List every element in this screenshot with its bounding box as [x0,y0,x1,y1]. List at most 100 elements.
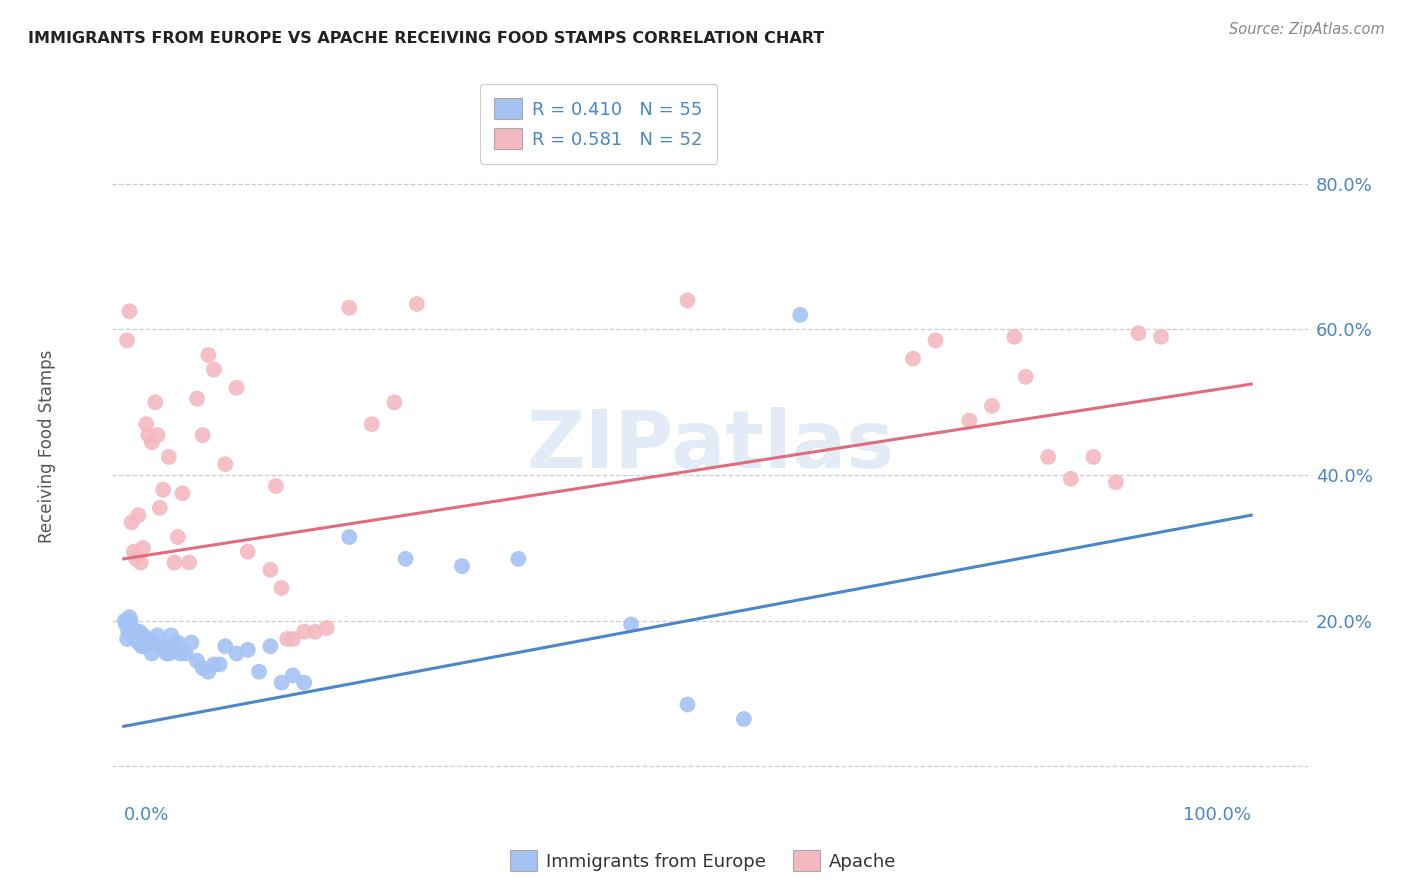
Point [1004,330,1026,344]
Point [191,661,214,675]
Point [121,516,143,530]
Point [141,435,163,450]
Point [924,334,946,348]
Point [121,624,143,639]
Point [127,628,149,642]
Point [202,657,225,672]
Point [118,304,141,318]
Text: IMMIGRANTS FROM EUROPE VS APACHE RECEIVING FOOD STAMPS CORRELATION CHART: IMMIGRANTS FROM EUROPE VS APACHE RECEIVI… [28,31,824,46]
Point [180,635,202,649]
Text: ZIPatlas: ZIPatlas [526,407,894,485]
Point [167,635,190,649]
Point [125,552,148,566]
Point [281,632,304,646]
Point [149,639,172,653]
Point [115,334,138,348]
Point [114,614,136,628]
Text: 0.0%: 0.0% [124,806,169,824]
Point [1015,369,1038,384]
Point [143,395,166,409]
Point [122,544,145,558]
Point [134,632,156,646]
Text: Source: ZipAtlas.com: Source: ZipAtlas.com [1229,22,1385,37]
Point [152,483,174,497]
Point [157,450,180,464]
Point [169,647,191,661]
Point [172,486,194,500]
Point [132,541,155,555]
Point [131,639,153,653]
Point [132,639,155,653]
Point [179,556,201,570]
Point [115,632,138,646]
Point [146,628,169,642]
Point [127,635,149,649]
Point [259,639,281,653]
Point [120,614,142,628]
Point [125,632,148,646]
Point [129,635,152,649]
Point [167,530,190,544]
Point [281,668,304,682]
Point [174,647,197,661]
Point [315,621,337,635]
Point [152,639,174,653]
Point [115,617,138,632]
Point [138,632,160,646]
Point [118,610,141,624]
Point [394,552,416,566]
Point [163,556,186,570]
Point [508,552,530,566]
Point [191,428,214,442]
Point [135,417,157,432]
Point [620,617,643,632]
Point [236,643,259,657]
Point [247,665,270,679]
Point [202,362,225,376]
Point [160,628,183,642]
Legend: Immigrants from Europe, Apache: Immigrants from Europe, Apache [502,843,904,879]
Point [141,647,163,661]
Point [337,530,360,544]
Point [980,399,1002,413]
Point [789,308,811,322]
Point [129,556,152,570]
Point [186,654,208,668]
Point [1038,450,1060,464]
Point [155,647,177,661]
Point [146,428,169,442]
Point [117,624,139,639]
Point [270,581,292,595]
Point [186,392,208,406]
Point [128,624,150,639]
Text: 100.0%: 100.0% [1184,806,1251,824]
Point [901,351,924,366]
Point [197,665,219,679]
Point [157,647,180,661]
Point [270,675,292,690]
Text: Receiving Food Stamps: Receiving Food Stamps [38,350,56,542]
Point [360,417,382,432]
Point [292,675,315,690]
Point [121,621,143,635]
Point [1105,475,1128,490]
Point [382,395,405,409]
Point [304,624,326,639]
Legend: R = 0.410   N = 55, R = 0.581   N = 52: R = 0.410 N = 55, R = 0.581 N = 52 [479,84,717,163]
Point [225,647,247,661]
Point [1150,330,1173,344]
Point [259,563,281,577]
Point [127,508,149,523]
Point [197,348,219,362]
Point [337,301,360,315]
Point [124,632,146,646]
Point [138,428,160,442]
Point [143,635,166,649]
Point [676,698,699,712]
Point [135,635,157,649]
Point [208,657,231,672]
Point [225,381,247,395]
Point [733,712,755,726]
Point [406,297,429,311]
Point [957,413,980,427]
